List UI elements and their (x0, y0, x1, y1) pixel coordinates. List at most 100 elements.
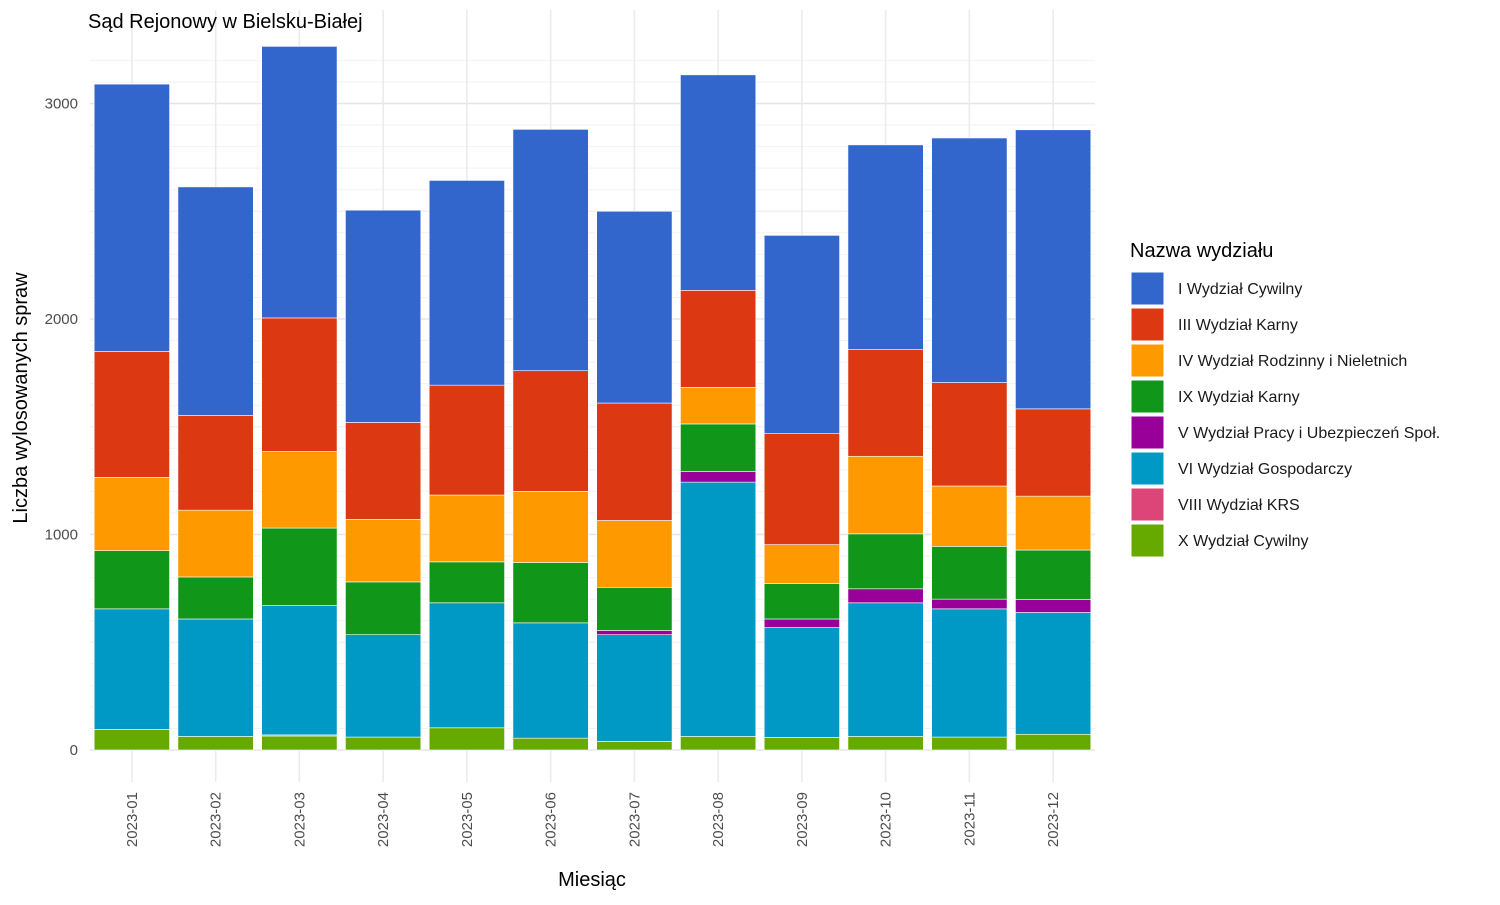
bar-segment-ix-wydzia-karny-2023-01 (93, 550, 170, 610)
x-tick-label: 2023-07 (626, 792, 643, 847)
bar-segment-iv-wydzia-rodzinny-i-nieletnich-2023-10 (847, 455, 924, 535)
bar-segment-iv-wydzia-rodzinny-i-nieletnich-2023-01 (93, 477, 170, 551)
bar-segment-iii-wydzia-karny-2023-08 (680, 290, 757, 388)
bar-segment-i-wydzia-cywilny-2023-04 (345, 209, 422, 423)
bar-segment-ix-wydzia-karny-2023-06 (512, 562, 589, 624)
x-tick-label: 2023-10 (878, 792, 895, 847)
bar-segment-i-wydzia-cywilny-2023-06 (512, 129, 589, 372)
bar-segment-vi-wydzia-gospodarczy-2023-01 (93, 608, 170, 730)
bar-segment-iv-wydzia-rodzinny-i-nieletnich-2023-08 (680, 387, 757, 425)
x-tick-label: 2023-12 (1045, 792, 1062, 847)
bar-segment-vi-wydzia-gospodarczy-2023-07 (596, 634, 673, 742)
legend-label: III Wydział Karny (1178, 317, 1298, 334)
y-tick-label: 1000 (45, 527, 78, 544)
x-tick-label: 2023-11 (961, 792, 978, 846)
legend-swatch (1130, 379, 1165, 414)
bars (93, 46, 1092, 751)
bar-segment-iv-wydzia-rodzinny-i-nieletnich-2023-04 (345, 519, 422, 583)
bar-segment-x-wydzia-cywilny-2023-03 (261, 735, 338, 751)
x-tick-label: 2023-08 (710, 792, 727, 847)
bar-segment-iv-wydzia-rodzinny-i-nieletnich-2023-06 (512, 491, 589, 563)
bar-segment-iii-wydzia-karny-2023-05 (428, 384, 505, 496)
legend-swatch (1130, 523, 1165, 558)
x-tick-label: 2023-04 (375, 792, 392, 847)
x-tick-label: 2023-03 (291, 792, 308, 847)
legend-swatch (1130, 487, 1165, 522)
x-axis-title: Miesiąc (558, 869, 626, 891)
legend-title: Nazwa wydziału (1130, 240, 1273, 262)
bar-segment-iii-wydzia-karny-2023-02 (177, 415, 254, 511)
bar-segment-iii-wydzia-karny-2023-04 (345, 422, 422, 520)
bar-segment-vi-wydzia-gospodarczy-2023-06 (512, 622, 589, 739)
bar-segment-iv-wydzia-rodzinny-i-nieletnich-2023-03 (261, 451, 338, 529)
bar-segment-iv-wydzia-rodzinny-i-nieletnich-2023-12 (1015, 495, 1092, 551)
bar-segment-v-wydzia-pracy-i-ubezpieczen-spo-2023-08 (680, 471, 757, 483)
legend-label: X Wydział Cywilny (1178, 533, 1309, 550)
bar-segment-x-wydzia-cywilny-2023-07 (596, 741, 673, 751)
legend-label: IX Wydział Karny (1178, 389, 1300, 406)
bar-segment-i-wydzia-cywilny-2023-03 (261, 46, 338, 319)
bar-segment-x-wydzia-cywilny-2023-01 (93, 729, 170, 751)
bar-segment-x-wydzia-cywilny-2023-11 (931, 736, 1008, 751)
legend: Nazwa wydziału I Wydział Cywilny III Wydz… (1130, 240, 1440, 558)
bar-segment-x-wydzia-cywilny-2023-08 (680, 736, 757, 751)
bar-segment-x-wydzia-cywilny-2023-10 (847, 736, 924, 751)
bar-segment-iii-wydzia-karny-2023-07 (596, 402, 673, 521)
bar-segment-v-wydzia-pracy-i-ubezpieczen-spo-2023-10 (847, 588, 924, 604)
bar-segment-v-wydzia-pracy-i-ubezpieczen-spo-2023-12 (1015, 599, 1092, 613)
bar-segment-vi-wydzia-gospodarczy-2023-05 (428, 602, 505, 729)
bar-segment-iii-wydzia-karny-2023-03 (261, 317, 338, 452)
bar-segment-ix-wydzia-karny-2023-04 (345, 581, 422, 636)
y-axis-title: Liczba wylosowanych spraw (10, 272, 32, 524)
x-tick-label: 2023-09 (794, 792, 811, 847)
legend-label: I Wydział Cywilny (1178, 281, 1302, 298)
legend-label: VIII Wydział KRS (1178, 497, 1300, 514)
bar-segment-x-wydzia-cywilny-2023-04 (345, 736, 422, 751)
bar-segment-vi-wydzia-gospodarczy-2023-08 (680, 481, 757, 737)
bar-segment-iv-wydzia-rodzinny-i-nieletnich-2023-02 (177, 509, 254, 578)
y-tick-label: 3000 (45, 96, 78, 113)
bar-segment-i-wydzia-cywilny-2023-10 (847, 144, 924, 350)
bar-segment-v-wydzia-pracy-i-ubezpieczen-spo-2023-11 (931, 598, 1008, 610)
bar-segment-ix-wydzia-karny-2023-12 (1015, 549, 1092, 600)
bar-segment-i-wydzia-cywilny-2023-07 (596, 210, 673, 404)
bar-segment-ix-wydzia-karny-2023-11 (931, 546, 1008, 600)
x-tick-label: 2023-01 (124, 792, 141, 847)
bar-segment-iii-wydzia-karny-2023-12 (1015, 408, 1092, 497)
legend-swatch (1130, 451, 1165, 486)
bar-segment-iv-wydzia-rodzinny-i-nieletnich-2023-09 (763, 544, 840, 584)
bar-segment-ix-wydzia-karny-2023-07 (596, 586, 673, 631)
bar-segment-v-wydzia-pracy-i-ubezpieczen-spo-2023-07 (596, 630, 673, 636)
legend-label: VI Wydział Gospodarczy (1178, 461, 1352, 478)
bar-segment-ix-wydzia-karny-2023-09 (763, 583, 840, 620)
bar-segment-vi-wydzia-gospodarczy-2023-03 (261, 605, 338, 736)
bar-segment-iii-wydzia-karny-2023-01 (93, 351, 170, 478)
bar-segment-x-wydzia-cywilny-2023-06 (512, 737, 589, 751)
legend-label: V Wydział Pracy i Ubezpieczeń Społ. (1178, 425, 1440, 442)
bar-segment-i-wydzia-cywilny-2023-02 (177, 186, 254, 416)
legend-swatch (1130, 307, 1165, 342)
bar-segment-iv-wydzia-rodzinny-i-nieletnich-2023-07 (596, 520, 673, 588)
bar-segment-i-wydzia-cywilny-2023-09 (763, 235, 840, 434)
bar-segment-x-wydzia-cywilny-2023-02 (177, 736, 254, 751)
bar-segment-iv-wydzia-rodzinny-i-nieletnich-2023-11 (931, 485, 1008, 547)
bar-segment-iv-wydzia-rodzinny-i-nieletnich-2023-05 (428, 494, 505, 563)
bar-segment-v-wydzia-pracy-i-ubezpieczen-spo-2023-09 (763, 618, 840, 628)
bar-segment-vi-wydzia-gospodarczy-2023-11 (931, 608, 1008, 738)
bar-segment-ix-wydzia-karny-2023-08 (680, 423, 757, 472)
legend-swatch (1130, 271, 1165, 306)
y-tick-label: 0 (70, 742, 78, 759)
bar-segment-vi-wydzia-gospodarczy-2023-10 (847, 602, 924, 737)
bar-segment-i-wydzia-cywilny-2023-11 (931, 137, 1008, 383)
legend-swatch (1130, 343, 1165, 378)
bar-segment-ix-wydzia-karny-2023-05 (428, 561, 505, 604)
x-tick-label: 2023-02 (208, 792, 225, 847)
bar-segment-x-wydzia-cywilny-2023-05 (428, 727, 505, 751)
legend-swatch (1130, 415, 1165, 450)
axes: 0 1000 2000 3000 2023-01 2023-02 2023-03 2023-0… (45, 96, 1063, 848)
x-tick-label: 2023-06 (543, 792, 560, 847)
bar-segment-iii-wydzia-karny-2023-10 (847, 349, 924, 457)
bar-segment-vi-wydzia-gospodarczy-2023-09 (763, 627, 840, 738)
